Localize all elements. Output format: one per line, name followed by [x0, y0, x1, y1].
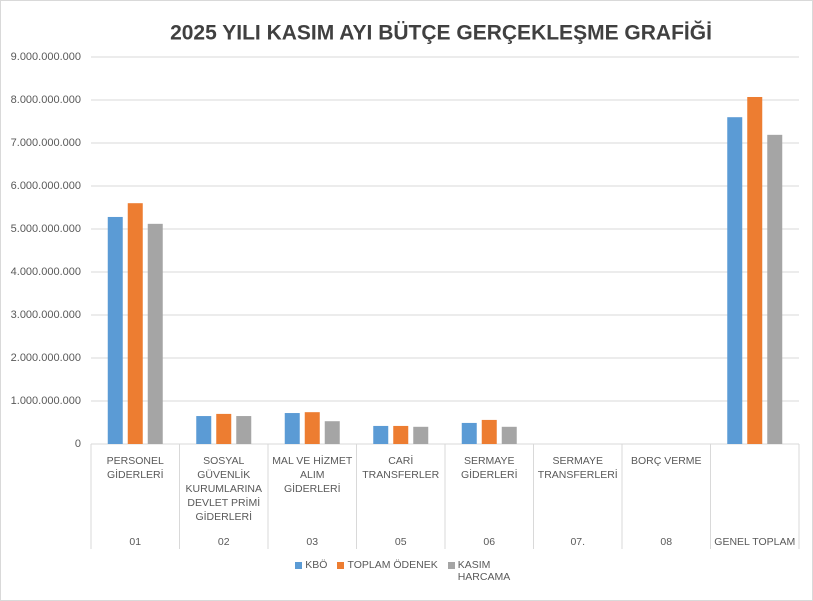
bar	[727, 117, 743, 444]
x-tick-label: BORÇ VERME	[630, 455, 702, 467]
bar	[461, 422, 477, 444]
x-tick-label: CARİ TRANSFERLER	[362, 455, 440, 481]
y-tick-label: 1.000.000.000	[11, 395, 81, 407]
legend-swatch	[447, 562, 455, 569]
x-group-label: 08	[660, 536, 673, 548]
bar	[107, 216, 123, 444]
legend-label: KASIM HARCAMA	[457, 559, 511, 583]
bar	[481, 419, 497, 444]
bar	[236, 416, 252, 444]
bar	[501, 426, 517, 444]
x-group-label: 05	[394, 536, 407, 548]
chart-title: 2025 YILI KASIM AYI BÜTÇE GERÇEKLEŞME GR…	[170, 21, 712, 45]
legend-swatch	[295, 562, 303, 569]
y-tick-label: 5.000.000.000	[11, 223, 81, 235]
x-group-label: 03	[306, 536, 319, 548]
bar	[216, 413, 232, 444]
legend-label: TOPLAM ÖDENEK	[347, 559, 438, 571]
legend-label: KBÖ	[305, 559, 328, 571]
bar	[393, 425, 409, 444]
bar	[373, 425, 389, 444]
y-tick-label: 2.000.000.000	[11, 352, 81, 364]
bar	[324, 421, 340, 444]
legend-item: KBÖ	[295, 559, 327, 583]
y-tick-label: 6.000.000.000	[11, 180, 81, 192]
legend: KBÖ TOPLAM ÖDENEK KASIM HARCAMA	[1, 559, 812, 583]
x-group-label: GENEL TOPLAM	[714, 536, 796, 548]
x-group-label: 07.	[570, 536, 586, 548]
bar	[747, 96, 763, 445]
bar	[147, 223, 163, 444]
bar	[196, 416, 212, 444]
y-tick-label: 8.000.000.000	[11, 94, 81, 106]
bar	[767, 134, 783, 444]
y-tick-label: 0	[75, 438, 81, 450]
bar	[284, 413, 300, 444]
legend-item: KASIM HARCAMA	[447, 559, 518, 583]
y-tick-label: 4.000.000.000	[11, 266, 81, 278]
bar	[413, 426, 429, 444]
y-tick-label: 7.000.000.000	[11, 137, 81, 149]
bar	[304, 412, 320, 444]
x-group-label: 02	[217, 536, 230, 548]
bar	[127, 203, 143, 444]
y-tick-label: 3.000.000.000	[11, 309, 81, 321]
x-tick-label: SERMAYE TRANSFERLERİ	[537, 455, 618, 481]
x-tick-label: PERSONEL GİDERLERİ	[106, 455, 164, 481]
x-group-label: 06	[483, 536, 496, 548]
x-tick-label: SOSYAL GÜVENLİK KURUMLARINA DEVLET PRİMİ…	[185, 455, 262, 523]
legend-item: TOPLAM ÖDENEK	[337, 559, 438, 583]
x-tick-label: MAL VE HİZMET ALIM GİDERLERİ	[272, 455, 353, 495]
x-group-label: 01	[129, 536, 142, 548]
x-tick-label: SERMAYE GİDERLERİ	[460, 455, 518, 481]
y-tick-label: 9.000.000.000	[11, 51, 81, 63]
legend-swatch	[337, 562, 345, 569]
